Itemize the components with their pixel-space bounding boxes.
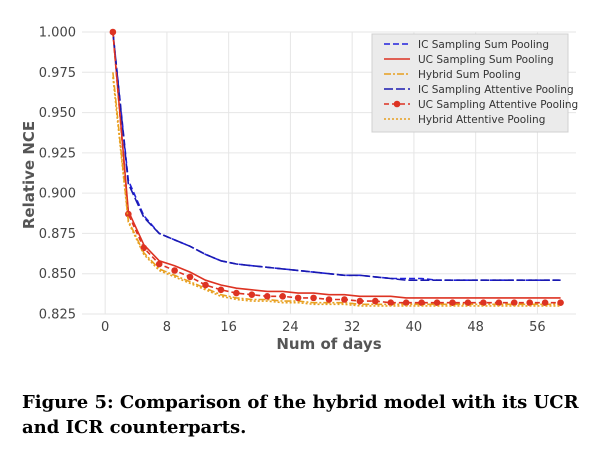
data-point [372, 297, 379, 305]
data-point [325, 296, 333, 303]
data-point [526, 299, 533, 307]
data-point [202, 281, 209, 289]
legend-box [371, 33, 569, 133]
y-tick-label: 0.950 [39, 106, 76, 121]
legend-marker [393, 100, 401, 108]
x-tick-label: 0 [101, 320, 109, 335]
legend-entry: IC Sampling Attentive Pooling [418, 84, 574, 96]
data-point [294, 294, 302, 302]
data-point [356, 297, 364, 305]
x-tick-label: 8 [163, 320, 171, 335]
x-tick-label: 40 [406, 320, 423, 335]
legend: IC Sampling Sum Pooling UC Sampling Sum P… [371, 33, 578, 133]
data-point [449, 299, 456, 307]
data-point [217, 286, 225, 294]
data-point [186, 273, 194, 281]
data-point [464, 299, 472, 307]
x-tick-label: 48 [467, 320, 484, 335]
y-tick-label: 0.825 [39, 308, 76, 323]
data-point [541, 299, 549, 307]
y-tick-label: 0.900 [39, 187, 76, 202]
data-point [155, 260, 163, 268]
legend-entry: Hybrid Sum Pooling [418, 69, 521, 81]
data-point [279, 292, 286, 300]
y-tick-label: 0.875 [39, 227, 76, 242]
data-point [248, 291, 256, 298]
data-point [402, 299, 410, 307]
figure-caption: Figure 5: Comparison of the hybrid model… [22, 392, 579, 438]
y-tick-label: 1.000 [39, 26, 76, 41]
data-point [310, 294, 317, 302]
legend-entry: UC Sampling Sum Pooling [418, 54, 554, 66]
series-lines [109, 28, 564, 307]
x-axis-label: Num of days [276, 335, 381, 353]
x-tick-label: 24 [282, 320, 299, 335]
legend-entry: UC Sampling Attentive Pooling [418, 99, 578, 111]
data-point [341, 296, 348, 303]
data-point [109, 28, 117, 36]
data-point [387, 299, 395, 307]
data-point [510, 299, 518, 307]
x-tick-label: 16 [220, 320, 237, 335]
line-chart: 0.825 0.850 0.875 0.900 0.925 0.950 0.975 1.000… [20, 26, 578, 354]
data-point [171, 267, 178, 274]
legend-entry: IC Sampling Sum Pooling [418, 39, 549, 51]
data-point [495, 299, 503, 307]
x-tick-label: 56 [529, 320, 546, 335]
y-axis-label: Relative NCE [20, 121, 38, 229]
data-point [263, 292, 271, 300]
data-point [418, 299, 425, 307]
legend-entry: Hybrid Attentive Pooling [418, 114, 545, 126]
data-point [480, 299, 487, 307]
grid [82, 31, 576, 315]
series-line [112, 77, 561, 307]
y-tick-label: 0.975 [39, 66, 76, 81]
y-tick-label: 0.925 [39, 146, 76, 161]
series-line [112, 31, 561, 282]
axes: 0.825 0.850 0.875 0.900 0.925 0.950 0.975 1.000… [39, 26, 546, 336]
data-point [557, 299, 564, 307]
x-tick-label: 32 [344, 320, 361, 335]
data-point [433, 299, 441, 307]
data-point [233, 289, 240, 297]
y-tick-label: 0.850 [39, 267, 76, 282]
series-line [112, 31, 561, 299]
